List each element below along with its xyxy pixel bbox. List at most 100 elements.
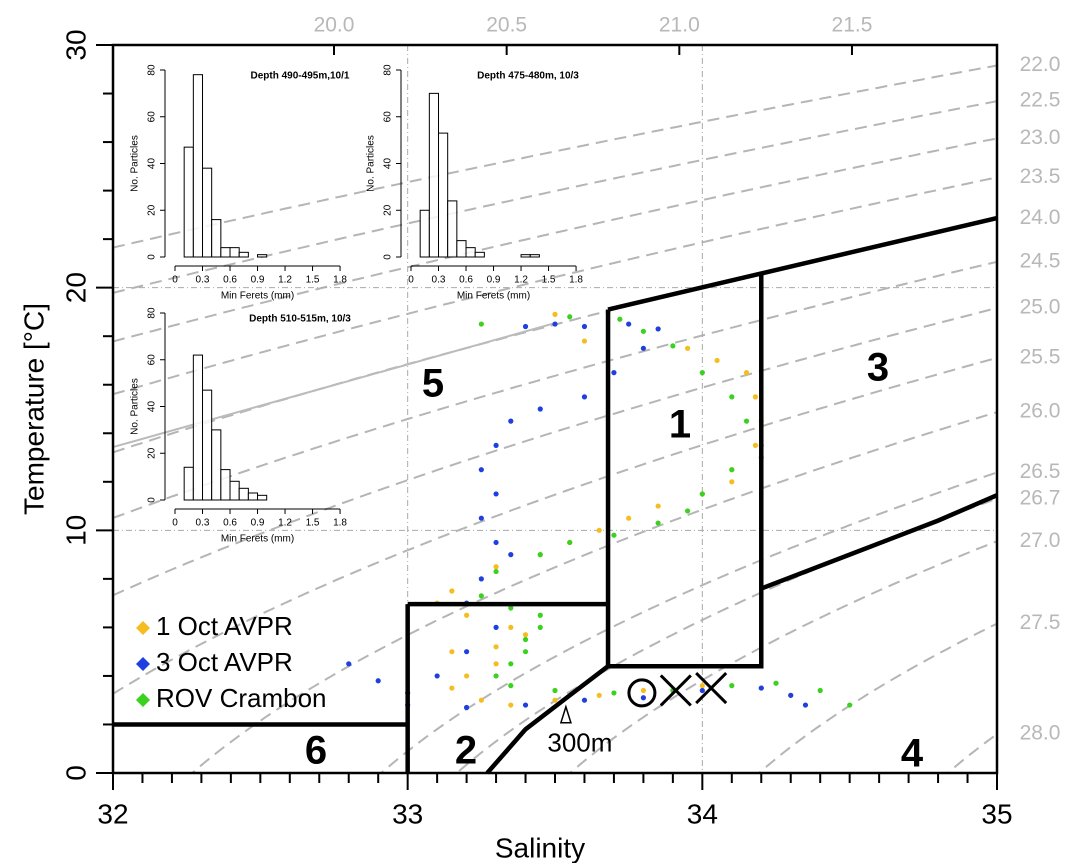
density-contour: [946, 733, 997, 773]
x-tick-label: 0.6: [223, 518, 237, 529]
x-tick-label: 0.6: [223, 275, 237, 286]
y-axis-label: Temperature [°C]: [18, 303, 49, 515]
data-point: [478, 576, 484, 582]
data-point: [478, 467, 484, 473]
density-contour: [113, 64, 997, 249]
y-tick-label: 80: [147, 64, 158, 76]
y-tick-label: 30: [60, 29, 91, 60]
x-tick-label: 1.5: [306, 275, 320, 286]
y-axis-label: No. Particles: [130, 135, 141, 192]
histogram-bar: [456, 240, 467, 258]
data-point: [699, 491, 705, 497]
x2-tick-label: 20.0: [314, 14, 355, 37]
data-point: [626, 321, 632, 327]
data-point: [567, 314, 573, 320]
data-point: [522, 702, 529, 708]
density-contour: [190, 411, 997, 773]
y-tick-label: 10: [60, 515, 91, 546]
data-point: [508, 418, 514, 424]
histogram-bar: [238, 251, 249, 258]
region-boundary: [607, 215, 998, 312]
histogram-bar: [211, 219, 222, 258]
density-contour: [113, 356, 997, 695]
data-point: [640, 345, 647, 351]
data-point: [752, 442, 758, 448]
data-point: [434, 673, 440, 679]
data-point: [508, 683, 514, 689]
y2-tick-label: 25.5: [1020, 345, 1061, 368]
data-point: [508, 552, 514, 558]
data-point: [640, 695, 647, 701]
data-point: [729, 467, 735, 473]
x-tick-label: 32: [97, 798, 128, 829]
data-point: [464, 649, 470, 655]
histogram-bar: [257, 254, 268, 258]
data-point: [640, 687, 647, 694]
density-contour: [757, 622, 997, 773]
y2-tick-label: 24.5: [1020, 249, 1061, 272]
data-point: [464, 673, 470, 679]
data-point: [685, 345, 691, 351]
histogram-bar: [229, 480, 240, 501]
y2-tick-label: 22.5: [1020, 89, 1061, 112]
data-point: [493, 624, 499, 631]
data-point: [581, 394, 588, 400]
annotation-marker: [559, 704, 572, 724]
region-label: 1: [669, 403, 691, 447]
y2-tick-label: 23.0: [1020, 126, 1061, 149]
x-tick-label: 0: [172, 275, 178, 286]
data-point: [464, 612, 470, 618]
y-tick-label: 80: [147, 307, 158, 319]
legend-marker: [136, 621, 150, 635]
y2-tick-label: 26.0: [1020, 400, 1061, 423]
y-tick-label: 40: [147, 401, 158, 413]
data-point: [522, 632, 529, 638]
data-point: [581, 323, 588, 330]
data-point: [617, 316, 623, 322]
x-tick-label: 33: [392, 798, 423, 829]
data-point: [670, 343, 676, 349]
data-point: [493, 673, 499, 679]
y-tick-label: 20: [383, 204, 394, 216]
x-tick-label: 1.2: [278, 518, 292, 529]
data-point: [699, 683, 705, 689]
data-point: [375, 678, 381, 684]
histogram-bar: [202, 167, 213, 258]
data-point: [817, 687, 823, 694]
histogram-bar: [465, 247, 476, 258]
data-point: [611, 690, 617, 696]
data-point: [537, 406, 543, 412]
density-contour: [113, 176, 997, 396]
x2-tick-label: 20.5: [486, 14, 527, 37]
region-label: 5: [422, 362, 444, 406]
data-point: [449, 649, 455, 655]
x-tick-label: 1.8: [333, 518, 347, 529]
data-point: [752, 394, 758, 400]
histogram-bar: [211, 429, 222, 501]
histogram-bar: [220, 469, 231, 501]
data-point: [685, 508, 691, 514]
x-tick-label: 0.9: [251, 518, 265, 529]
y-tick-label: 80: [383, 64, 394, 76]
data-point: [449, 685, 455, 691]
data-point: [508, 605, 514, 611]
data-point: [729, 479, 735, 485]
data-point: [699, 687, 705, 694]
x-axis-label: Min Ferets (mm): [221, 291, 294, 302]
y2-tick-label: 26.7: [1020, 486, 1061, 509]
data-point: [655, 503, 661, 509]
legend-label: 3 Oct AVPR: [156, 647, 293, 677]
density-contour: [113, 307, 997, 597]
y-tick-label: 20: [60, 272, 91, 303]
histogram-bar: [192, 74, 204, 258]
region-boundary: [760, 493, 998, 591]
x-tick-label: 1.5: [542, 275, 556, 286]
data-point: [626, 515, 632, 521]
y-tick-label: 60: [147, 111, 158, 123]
x-tick-label: 34: [687, 798, 718, 829]
data-point: [508, 661, 514, 667]
data-point: [493, 568, 499, 575]
histogram-bar: [257, 494, 268, 501]
region-boundary: [485, 664, 610, 775]
y2-tick-label: 27.0: [1020, 529, 1061, 552]
